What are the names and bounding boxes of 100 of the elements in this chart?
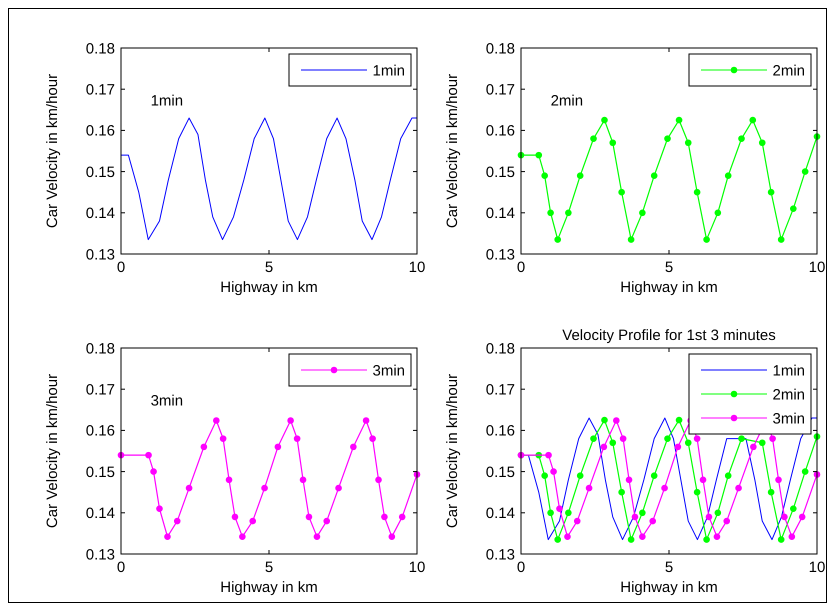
annotation: 1min	[150, 92, 184, 110]
point	[213, 417, 220, 424]
y-tick-label: 0.18	[486, 40, 515, 58]
point	[174, 518, 181, 524]
point	[758, 439, 766, 446]
y-axis-title: Car Velocity in km/hour	[444, 74, 461, 228]
point	[788, 533, 796, 540]
point	[186, 484, 192, 492]
y-tick-label: 0.18	[486, 340, 515, 358]
legend-label: 1min	[372, 62, 405, 80]
point	[723, 518, 730, 524]
point	[535, 152, 542, 158]
point	[564, 533, 571, 540]
point	[609, 439, 616, 446]
y-tick-label: 0.18	[86, 340, 115, 358]
point	[239, 533, 246, 540]
point	[684, 439, 692, 446]
y-tick-label: 0.15	[486, 164, 515, 181]
point	[769, 435, 776, 442]
point	[576, 172, 584, 180]
point	[541, 172, 548, 180]
legend-label: 1min	[772, 362, 805, 380]
point	[547, 210, 554, 216]
y-tick-label: 0.16	[486, 422, 515, 440]
point	[758, 139, 766, 146]
y-tick-label: 0.17	[86, 81, 115, 98]
point	[274, 444, 282, 450]
legend-label: 3min	[772, 410, 805, 428]
y-tick-label: 0.13	[86, 546, 115, 564]
point	[609, 139, 616, 146]
point	[556, 505, 563, 512]
point	[738, 435, 745, 442]
y-tick-label: 0.15	[86, 164, 115, 181]
point	[768, 188, 774, 196]
chart-title: Velocity Profile for 1st 3 minutes	[562, 327, 776, 344]
point	[664, 135, 671, 142]
point	[703, 236, 710, 243]
x-tick-label: 0	[116, 259, 126, 276]
point	[676, 416, 682, 424]
y-axis-title: Car Velocity in km/hour	[44, 74, 61, 228]
point	[714, 510, 722, 516]
point	[335, 484, 342, 492]
x-axis-title: Highway in km	[220, 579, 318, 596]
point	[586, 484, 592, 492]
point	[649, 518, 656, 524]
line-series	[120, 118, 418, 240]
point	[601, 416, 608, 424]
point	[632, 514, 638, 520]
point	[541, 472, 548, 480]
point	[628, 536, 634, 543]
point	[590, 135, 597, 142]
point	[381, 514, 388, 520]
point	[150, 468, 157, 475]
point	[768, 488, 774, 496]
legend-label: 2min	[772, 386, 805, 404]
point	[323, 518, 330, 524]
point	[798, 514, 806, 520]
x-axis-title: Highway in km	[620, 579, 718, 596]
x-tick-label: 0	[116, 559, 126, 576]
point	[639, 510, 646, 516]
point	[661, 484, 668, 492]
point	[565, 510, 572, 516]
point	[314, 533, 320, 540]
point	[700, 476, 706, 484]
point	[778, 536, 784, 543]
x-tick-label: 10	[408, 259, 426, 276]
legend-label: 2min	[772, 62, 805, 80]
x-tick-label: 5	[264, 559, 274, 576]
point	[350, 444, 357, 450]
y-tick-label: 0.16	[86, 122, 115, 140]
point	[694, 188, 700, 196]
x-tick-label: 5	[264, 259, 274, 276]
legend-label: 3min	[372, 362, 405, 380]
point	[694, 488, 700, 496]
point	[398, 514, 406, 520]
point	[287, 417, 294, 424]
point	[226, 476, 232, 484]
y-tick-label: 0.15	[86, 464, 115, 481]
point	[676, 116, 682, 124]
point	[775, 476, 782, 484]
point	[232, 514, 238, 520]
y-tick-label: 0.13	[86, 246, 115, 264]
point	[639, 533, 646, 540]
point	[590, 435, 597, 442]
point	[781, 514, 788, 520]
point	[613, 417, 620, 424]
point	[714, 210, 722, 216]
point	[694, 435, 700, 442]
y-tick-label: 0.13	[486, 246, 515, 264]
x-tick-label: 10	[808, 259, 826, 276]
point	[735, 484, 742, 492]
point	[156, 505, 163, 512]
point	[362, 417, 370, 424]
point	[249, 518, 256, 524]
y-tick-label: 0.17	[486, 81, 515, 98]
point	[220, 435, 226, 442]
point	[790, 205, 797, 212]
y-tick-label: 0.15	[486, 464, 515, 481]
point	[650, 172, 658, 180]
x-axis-title: Highway in km	[620, 279, 718, 296]
